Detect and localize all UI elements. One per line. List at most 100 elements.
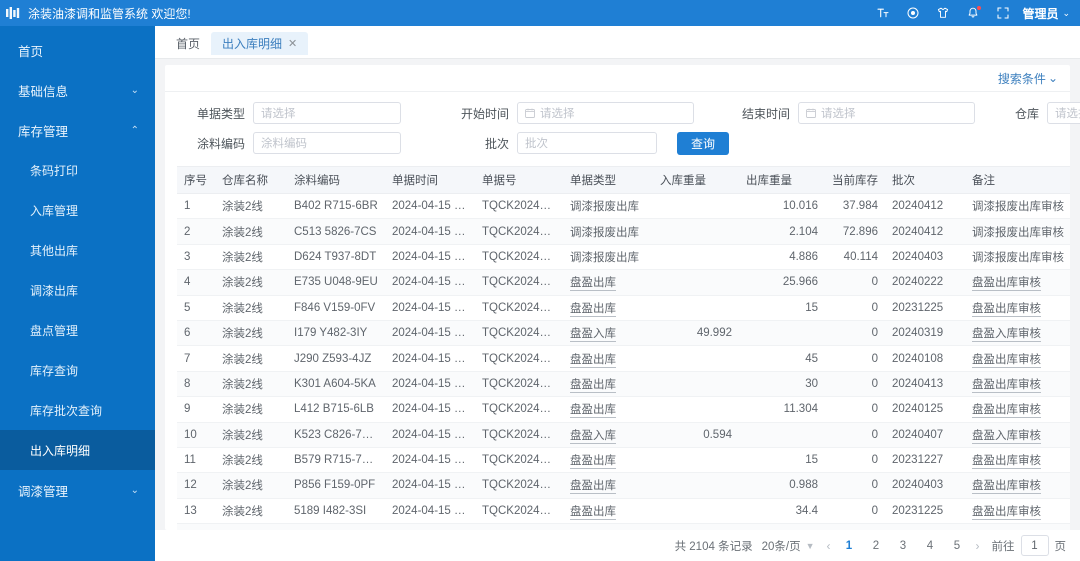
sidebar-item-8[interactable]: 库存查询 (0, 350, 155, 390)
table-cell-6 (653, 244, 739, 271)
page-number-4[interactable]: 4 (926, 539, 934, 552)
table-cell-5: 盘盈出库 (563, 371, 653, 398)
table-cell-5: 盘盈出库 (563, 295, 653, 321)
sidebar-item-5[interactable]: 其他出库 (0, 230, 155, 270)
table-row[interactable]: 5 涂装2线 F846 V159-0FV 2024-04-15 14:... TQCK2… (177, 295, 1070, 321)
table-cell-7: 30 (739, 371, 825, 398)
sidebar-item-4[interactable]: 入库管理 (0, 190, 155, 230)
sidebar-item-label: 库存批次查询 (30, 403, 103, 418)
table-cell-6 (653, 396, 739, 423)
close-icon[interactable]: ✕ (288, 38, 298, 50)
table-row[interactable]: 3 涂装2线 D624 T937-8DT 2024-04-15 15:... TQCK2… (177, 244, 1070, 271)
jump-page-input[interactable]: 1 (1020, 535, 1049, 556)
batch-input[interactable]: 批次 (517, 132, 657, 154)
target-icon[interactable] (906, 7, 919, 20)
tab-0[interactable]: 首页 (165, 32, 211, 55)
prev-page-button[interactable]: ‹ (826, 538, 831, 553)
sidebar-item-1[interactable]: 基础信息 ⌄ (0, 70, 155, 110)
theme-shirt-icon[interactable] (936, 7, 949, 20)
paint-code-placeholder: 涂料编码 (261, 138, 307, 150)
sidebar-item-7[interactable]: 盘点管理 (0, 310, 155, 350)
sidebar-item-0[interactable]: 首页 (0, 30, 155, 70)
table-col-header-4: 单据号 (475, 166, 563, 194)
table-row[interactable]: 10 涂装2线 K523 C826-7MA 2024-04-15 14:... TQCK… (177, 422, 1070, 448)
start-time-picker[interactable]: 请选择 (517, 102, 694, 124)
page-number-2[interactable]: 2 (872, 539, 880, 552)
table-row[interactable]: 13 涂装2线 5189 I482-3SI 2024-04-15 14:... TQCK… (177, 498, 1070, 525)
page-number-1[interactable]: 1 (845, 539, 853, 552)
next-page-button[interactable]: › (975, 538, 980, 553)
sidebar-item-3[interactable]: 条码打印 (0, 150, 155, 190)
search-conditions-toggle[interactable]: 搜索条件 ⌄ (998, 70, 1058, 87)
table-cell-2: C513 5826-7CS (287, 218, 385, 245)
table-cell-4: TQCK2024041.... (475, 498, 563, 525)
table-cell-8: 40.114 (825, 244, 885, 271)
table-cell-6 (653, 498, 739, 525)
table-row[interactable]: 11 涂装2线 B579 R715-7AQ 2024-04-15 14:... TQCK… (177, 447, 1070, 474)
table-cell-5: 盘盈出库 (563, 269, 653, 296)
tab-label: 首页 (176, 37, 201, 51)
table-cell-3: 2024-04-15 14:... (385, 396, 475, 423)
field-start-time-label: 开始时间 (460, 106, 509, 121)
table-cell-3: 2024-04-15 14:... (385, 523, 475, 530)
table-cell-6: 49.992 (653, 320, 739, 347)
table-row[interactable]: 7 涂装2线 J290 Z593-4JZ 2024-04-15 14:... TQCK2… (177, 345, 1070, 372)
app-title: 涂装油漆调和监管系统 欢迎您! (28, 6, 191, 21)
tab-1[interactable]: 出入库明细 ✕ (211, 32, 309, 55)
end-time-picker[interactable]: 请选择 (798, 102, 975, 124)
table-cell-8: 72.896 (825, 218, 885, 245)
table-cell-10: 盘盈出库审核 (965, 295, 1070, 321)
fullscreen-icon[interactable] (996, 7, 1009, 20)
cell-text: 盘盈出库审核 (972, 480, 1041, 495)
table-cell-9: 20231225 (885, 498, 965, 525)
table-row[interactable]: 14涂装2线T290 J593-4TJ2024-04-15 14:...TQCK… (177, 523, 1070, 530)
table-cell-2: J290 Z593-4JZ (287, 345, 385, 372)
cell-text: 盘盈出库审核 (972, 302, 1041, 317)
table-cell-4: TQCK2024041.... (475, 345, 563, 372)
table-cell-3: 2024-04-15 15:... (385, 193, 475, 220)
page-number-5[interactable]: 5 (953, 539, 961, 552)
app-logo-icon (4, 5, 22, 21)
user-menu[interactable]: 管理员 ⌄ (1022, 5, 1070, 22)
query-button[interactable]: 查询 (677, 131, 730, 155)
table-cell-1: 涂装2线 (215, 371, 287, 398)
font-size-icon[interactable] (876, 7, 889, 20)
sidebar-item-11[interactable]: 调漆管理 ⌄ (0, 470, 155, 510)
table-row[interactable]: 12 涂装2线 P856 F159-0PF 2024-04-15 14:... TQCK… (177, 472, 1070, 499)
table-cell-6 (653, 371, 739, 398)
field-doc-type: 单据类型 请选择 (177, 102, 401, 124)
table-cell-8: 0 (825, 269, 885, 296)
table-cell-10: 盘盈出库审核 (965, 269, 1070, 296)
sidebar-item-2[interactable]: 库存管理 ⌃ (0, 110, 155, 150)
notification-badge-dot (977, 5, 982, 10)
table-cell-5: 调漆报废出库 (563, 244, 653, 271)
table-cell-5: 盘盈出库 (563, 396, 653, 423)
paint-code-input[interactable]: 涂料编码 (253, 132, 401, 154)
table-cell-10: 盘盈入库审核 (965, 422, 1070, 448)
table-row[interactable]: 1 涂装2线 B402 R715-6BR 2024-04-15 15:... TQCK2… (177, 193, 1070, 220)
sidebar-item-10[interactable]: 出入库明细 (0, 430, 155, 470)
table-cell-8: 0 (825, 447, 885, 474)
table-cell-8: 37.984 (825, 193, 885, 220)
table-row[interactable]: 4 涂装2线 E735 U048-9EU 2024-04-15 14:... TQCK2… (177, 269, 1070, 296)
table-row[interactable]: 8 涂装2线 K301 A604-5KA 2024-04-15 14:... TQCK2… (177, 371, 1070, 398)
header-icon-group (876, 5, 1009, 20)
table-cell-7: 34.4 (739, 498, 825, 525)
sidebar-item-9[interactable]: 库存批次查询 (0, 390, 155, 430)
table-cell-10: 调漆报废出库审核 (965, 218, 1070, 245)
table-row[interactable]: 9 涂装2线 L412 B715-6LB 2024-04-15 14:... TQCK2… (177, 396, 1070, 423)
doc-type-select[interactable]: 请选择 (253, 102, 401, 124)
table-row[interactable]: 2 涂装2线 C513 5826-7CS 2024-04-15 15:... TQCK2… (177, 218, 1070, 245)
page-number-3[interactable]: 3 (899, 539, 907, 552)
table-row[interactable]: 6 涂装2线 I179 Y482-3IY 2024-04-15 14:... TQCK2… (177, 320, 1070, 347)
sidebar-item-label: 盘点管理 (30, 323, 79, 338)
table-cell-3: 2024-04-15 14:... (385, 295, 475, 321)
sidebar-item-6[interactable]: 调漆出库 (0, 270, 155, 310)
page-size-select[interactable]: 20条/页 ▼ (762, 538, 815, 554)
table-cell-2: K301 A604-5KA (287, 371, 385, 398)
table-col-header-1: 仓库名称 (215, 166, 287, 194)
field-paint-code: 涂料编码 涂料编码 (177, 132, 401, 154)
table-cell-8: 0 (825, 523, 885, 530)
warehouse-select[interactable]: 请选择 (1047, 102, 1080, 124)
bell-icon[interactable] (966, 5, 982, 20)
